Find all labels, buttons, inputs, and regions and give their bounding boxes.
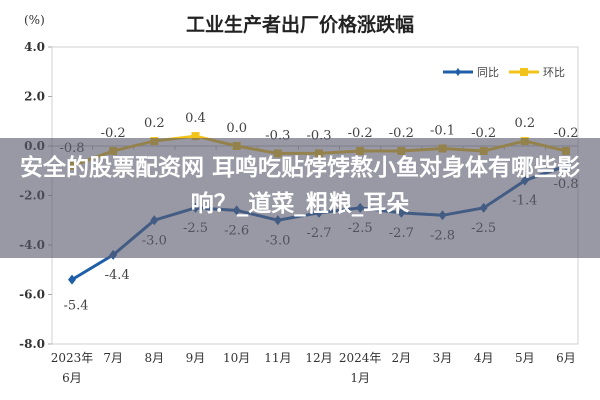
legend-mom-label: 环比 xyxy=(543,66,565,79)
legend-mom-marker xyxy=(520,68,528,76)
mom-data-label: 0.2 xyxy=(144,116,165,131)
mom-data-label: -0.2 xyxy=(389,126,414,141)
x-tick-label: 10月 xyxy=(223,351,250,365)
x-tick-label: 11月 xyxy=(264,351,291,365)
mom-data-label: -0.2 xyxy=(348,126,373,141)
yoy-data-label: -4.4 xyxy=(105,268,130,283)
mom-data-label: -0.1 xyxy=(430,123,455,138)
legend-yoy-marker xyxy=(455,68,461,76)
mom-data-label: -0.2 xyxy=(101,126,126,141)
x-tick-label: 7月 xyxy=(103,351,123,365)
y-tick-label: -8.0 xyxy=(19,337,45,351)
x-tick-label: 1月 xyxy=(350,371,370,385)
headline-overlay-text: 安全的股票配资网 耳鸣吃贴饽饽熬小鱼对身体有哪些影响？_道菜_粗粮_耳朵 xyxy=(19,155,580,217)
mom-data-label: 0.4 xyxy=(185,111,206,126)
x-tick-label: 2023年 xyxy=(51,351,94,365)
mom-data-label: 0.2 xyxy=(514,116,535,131)
y-tick-label: 4.0 xyxy=(24,40,45,54)
yoy-data-label: -5.4 xyxy=(63,299,88,314)
x-tick-label: 4月 xyxy=(474,351,494,365)
headline-overlay-band xyxy=(0,138,600,258)
x-tick-label: 3月 xyxy=(433,351,453,365)
x-tick-label: 8月 xyxy=(145,351,165,365)
mom-data-label: -0.2 xyxy=(471,126,496,141)
legend-yoy-label: 同比 xyxy=(477,66,499,79)
yoy-marker xyxy=(68,274,76,285)
chart-legend: 同比 环比 xyxy=(443,66,565,79)
y-tick-label: -6.0 xyxy=(19,288,45,302)
mom-data-label: -0.2 xyxy=(553,126,578,141)
x-tick-label: 2月 xyxy=(392,351,412,365)
x-tick-label: 6月 xyxy=(62,371,82,385)
chart-title: 工业生产者出厂价格涨跌幅 xyxy=(185,14,414,36)
x-tick-label: 2024年 xyxy=(339,351,382,365)
x-tick-label: 5月 xyxy=(515,351,535,365)
x-tick-label: 9月 xyxy=(186,351,206,365)
y-tick-label: 2.0 xyxy=(24,90,45,104)
y-axis-unit: (%) xyxy=(24,13,45,27)
mom-data-label: 0.0 xyxy=(226,121,247,136)
mom-marker xyxy=(191,132,200,141)
x-tick-label: 12月 xyxy=(305,351,332,365)
x-tick-label: 6月 xyxy=(556,351,576,365)
